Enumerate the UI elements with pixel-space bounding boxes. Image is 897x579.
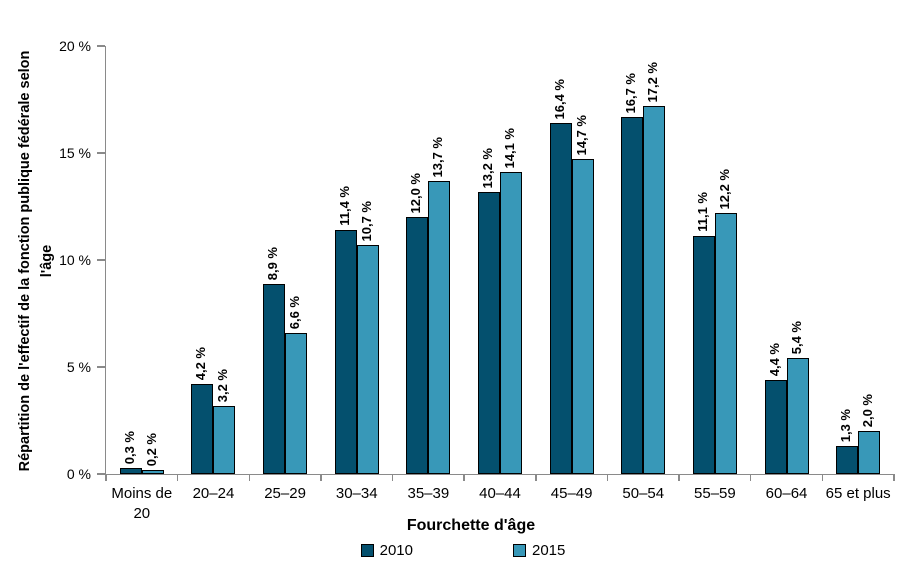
legend-swatch-2015 xyxy=(513,544,526,557)
y-tick-label: 0 % xyxy=(66,466,91,482)
x-tick-label: 30–34 xyxy=(335,485,378,502)
y-tick-label: 10 % xyxy=(59,252,91,268)
bar-2015 xyxy=(428,181,451,474)
bar-value-label: 8,9 % xyxy=(265,246,281,280)
x-tick-label: 65 et plus xyxy=(825,485,891,502)
bar-value-label: 16,4 % xyxy=(551,78,567,119)
x-tick-mark xyxy=(176,474,179,481)
legend-label: 2015 xyxy=(532,542,566,559)
bar-value-label: 12,2 % xyxy=(716,168,732,209)
x-tick-mark xyxy=(320,474,322,481)
bar-value-label: 6,6 % xyxy=(287,295,303,329)
y-tick-label: 5 % xyxy=(66,359,91,375)
bar-value-label: 3,2 % xyxy=(215,368,231,402)
bar-2015 xyxy=(285,333,308,474)
x-tick-mark xyxy=(535,474,537,481)
x-tick-mark xyxy=(893,474,895,481)
x-tick-mark xyxy=(463,474,465,481)
bar-value-label: 11,4 % xyxy=(336,186,352,226)
bar-2010 xyxy=(263,284,286,474)
x-tick-label: 35–39 xyxy=(407,485,450,502)
x-tick-mark xyxy=(248,474,251,481)
bar-2015 xyxy=(500,172,522,474)
bar-value-label: 16,7 % xyxy=(623,72,639,113)
x-axis-title: Fourchette d'âge xyxy=(406,517,536,534)
bar-2015 xyxy=(141,470,164,474)
legend-item-2015: 2015 xyxy=(513,542,565,559)
x-tick-mark xyxy=(606,474,609,481)
bar-value-label: 14,1 % xyxy=(502,127,517,168)
x-tick-mark xyxy=(105,474,107,481)
bar-2010 xyxy=(836,446,859,474)
bar-value-label: 14,7 % xyxy=(573,114,589,155)
bar-2015 xyxy=(213,406,236,474)
bar-2010 xyxy=(191,384,214,474)
x-tick-label: 40–44 xyxy=(479,485,521,502)
x-tick-mark xyxy=(749,474,752,481)
x-tick-label: 25–29 xyxy=(264,485,306,502)
bar-2010 xyxy=(692,236,715,474)
y-tick-mark xyxy=(97,259,105,261)
x-tick-label: 60–64 xyxy=(765,485,808,502)
legend: 2010 2015 xyxy=(69,542,857,559)
bar-2010 xyxy=(119,468,142,474)
bar-value-label: 13,2 % xyxy=(480,147,495,188)
bar-2015 xyxy=(714,213,737,474)
legend-item-2010: 2010 xyxy=(360,542,413,559)
bar-value-label: 11,1 % xyxy=(694,192,710,232)
x-tick-label: 55–59 xyxy=(694,485,736,502)
bar-value-label: 4,4 % xyxy=(766,342,782,376)
bar-value-label: 13,7 % xyxy=(430,136,446,177)
y-tick-label: 15 % xyxy=(59,145,91,161)
bar-value-label: 10,7 % xyxy=(358,200,374,241)
y-tick-label: 20 % xyxy=(59,38,91,54)
x-tick-label: 45–49 xyxy=(550,485,593,502)
bar-value-label: 0,3 % xyxy=(121,430,137,464)
y-tick-mark xyxy=(97,45,105,47)
plot-area: 0 % 5 % 10 % 15 % 20 % 0,3 % 0,2 % Moins de 20 4… xyxy=(59,38,895,522)
bar-value-label: 4,2 % xyxy=(193,346,209,380)
bar-value-label: 12,0 % xyxy=(408,172,424,213)
x-tick-mark xyxy=(678,474,680,481)
bar-2010 xyxy=(406,217,429,474)
bar-value-label: 1,3 % xyxy=(838,408,854,442)
bar-2010 xyxy=(478,192,500,474)
bar-2015 xyxy=(786,358,809,474)
x-tick-label: Moins de 20 xyxy=(111,485,173,523)
x-tick-label: 20–24 xyxy=(192,485,235,502)
legend-swatch-2010 xyxy=(360,544,374,557)
bar-value-label: 5,4 % xyxy=(788,320,804,354)
x-tick-mark xyxy=(821,474,824,481)
y-tick-mark xyxy=(97,152,105,154)
bar-2010 xyxy=(764,380,787,474)
y-tick-mark xyxy=(97,366,105,368)
bar-2015 xyxy=(356,245,379,474)
bar-2010 xyxy=(334,230,357,474)
bar-value-label: 17,2 % xyxy=(645,61,661,102)
bar-value-label: 2,0 % xyxy=(860,393,876,427)
x-tick-label: 50–54 xyxy=(622,485,665,502)
x-tick-mark xyxy=(391,474,394,481)
bar-2010 xyxy=(549,123,572,474)
bar-2015 xyxy=(858,431,881,474)
bar-2010 xyxy=(621,117,644,474)
legend-label: 2010 xyxy=(379,542,413,559)
bar-2015 xyxy=(571,159,594,474)
bar-value-label: 0,2 % xyxy=(143,432,159,466)
bar-2015 xyxy=(643,106,666,474)
y-tick-mark xyxy=(97,473,105,475)
